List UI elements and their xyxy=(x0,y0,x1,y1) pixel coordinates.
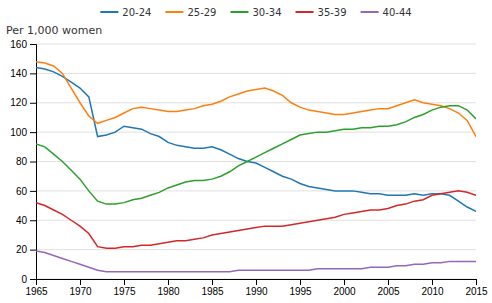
y-tick-label: 140 xyxy=(10,68,27,79)
x-tick: 2000 xyxy=(333,279,356,297)
x-tick-mark xyxy=(212,279,213,285)
x-tick-label: 1990 xyxy=(245,286,268,297)
y-tick-label: 0 xyxy=(21,274,27,285)
x-tick-mark xyxy=(124,279,125,285)
legend-label: 40-44 xyxy=(383,7,412,18)
grid-line xyxy=(36,249,476,250)
x-tick-label: 1975 xyxy=(113,286,136,297)
x-tick-mark xyxy=(80,279,81,285)
legend: 20-24 25-29 30-34 35-39 40-44 xyxy=(100,7,411,18)
y-tick-mark xyxy=(30,191,36,192)
grid-line xyxy=(36,132,476,133)
y-tick: 160 xyxy=(10,39,36,50)
grid-line xyxy=(36,102,476,103)
x-tick: 1970 xyxy=(69,279,92,297)
axis-domain xyxy=(37,280,477,286)
x-tick-label: 2010 xyxy=(421,286,444,297)
x-tick-mark xyxy=(432,279,433,285)
legend-label: 20-24 xyxy=(122,7,151,18)
legend-item: 40-44 xyxy=(361,7,412,18)
x-tick-mark xyxy=(256,279,257,285)
x-axis: 1965 1970 1975 1980 1985 1990 1995 2000 2005 2010… xyxy=(25,279,488,297)
y-axis: 0 20 40 60 80 100 120 140 160 xyxy=(10,39,36,285)
y-tick-label: 60 xyxy=(16,186,28,197)
grid-line xyxy=(36,44,476,45)
x-tick: 1985 xyxy=(201,279,224,297)
y-tick-mark xyxy=(30,220,36,221)
x-tick: 1965 xyxy=(25,279,48,297)
x-tick-label: 2000 xyxy=(333,286,356,297)
legend-item: 35-39 xyxy=(296,7,347,18)
x-tick-mark xyxy=(388,279,389,285)
legend-swatch xyxy=(165,11,183,13)
line xyxy=(36,251,476,272)
y-tick-mark xyxy=(30,73,36,74)
y-tick-mark xyxy=(30,103,36,104)
legend-swatch xyxy=(296,11,314,13)
legend-swatch xyxy=(230,11,248,13)
grid xyxy=(36,44,476,279)
grid-line xyxy=(36,73,476,74)
line xyxy=(36,106,476,204)
legend-item: 30-34 xyxy=(230,7,281,18)
x-tick: 2015 xyxy=(465,279,488,297)
legend-item: 25-29 xyxy=(165,7,216,18)
y-tick-label: 160 xyxy=(10,39,27,50)
axis-domain xyxy=(30,45,37,280)
x-tick-label: 1985 xyxy=(201,286,224,297)
x-tick: 1995 xyxy=(289,279,312,297)
y-tick: 60 xyxy=(16,186,36,197)
y-tick: 120 xyxy=(10,97,36,108)
legend-swatch xyxy=(361,11,379,13)
x-tick: 1975 xyxy=(113,279,136,297)
grid-line xyxy=(36,190,476,191)
y-tick-label: 120 xyxy=(10,97,27,108)
legend-item: 20-24 xyxy=(100,7,151,18)
grid-line xyxy=(36,161,476,162)
y-tick: 80 xyxy=(16,156,36,167)
legend-label: 25-29 xyxy=(187,7,216,18)
x-tick-label: 2005 xyxy=(377,286,400,297)
x-tick-label: 1970 xyxy=(69,286,92,297)
x-tick-mark xyxy=(476,279,477,285)
legend-label: 35-39 xyxy=(318,7,347,18)
y-tick-label: 20 xyxy=(16,244,28,255)
x-tick: 2005 xyxy=(377,279,400,297)
y-label: Per 1,000 women xyxy=(6,24,102,37)
legend-label: 30-34 xyxy=(252,7,281,18)
line xyxy=(36,191,476,248)
x-tick-label: 1980 xyxy=(157,286,180,297)
y-tick: 20 xyxy=(16,244,36,255)
lines xyxy=(36,62,476,272)
y-tick-mark xyxy=(30,162,36,163)
y-tick-mark xyxy=(30,279,36,280)
x-tick-mark xyxy=(344,279,345,285)
y-tick: 140 xyxy=(10,68,36,79)
x-tick: 1980 xyxy=(157,279,180,297)
y-tick: 40 xyxy=(16,215,36,226)
y-tick-label: 100 xyxy=(10,127,27,138)
chart: 1965197019751980198519901995200020052010… xyxy=(0,0,492,303)
y-tick-mark xyxy=(30,44,36,45)
x-tick-label: 1965 xyxy=(25,286,48,297)
y-tick-label: 40 xyxy=(16,215,28,226)
x-tick-mark xyxy=(300,279,301,285)
y-tick: 0 xyxy=(21,274,36,285)
x-tick-label: 2015 xyxy=(465,286,488,297)
y-tick-mark xyxy=(30,250,36,251)
y-tick-mark xyxy=(30,132,36,133)
line xyxy=(36,62,476,137)
y-tick-label: 80 xyxy=(16,156,28,167)
grid-line xyxy=(36,220,476,221)
x-tick-label: 1995 xyxy=(289,286,312,297)
legend-swatch xyxy=(100,11,118,13)
y-tick: 100 xyxy=(10,127,36,138)
x-tick-mark xyxy=(168,279,169,285)
plot: 1965197019751980198519901995200020052010… xyxy=(10,39,488,297)
x-tick: 2010 xyxy=(421,279,444,297)
x-tick: 1990 xyxy=(245,279,268,297)
